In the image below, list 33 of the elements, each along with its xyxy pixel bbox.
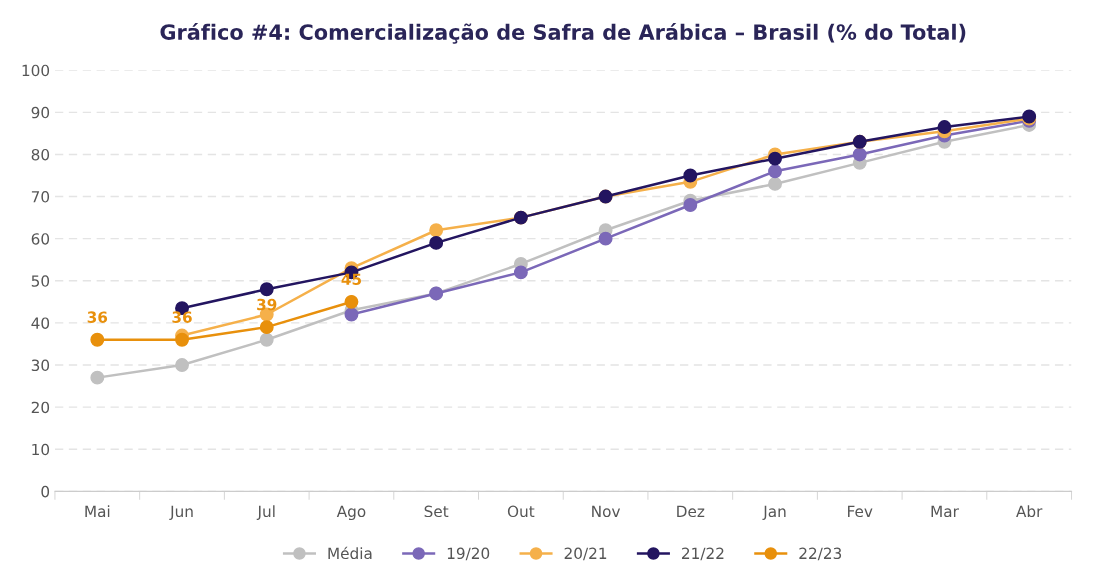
y-tick-label: 0 xyxy=(41,485,50,498)
legend-label: 19/20 xyxy=(447,547,490,561)
y-tick-label: 30 xyxy=(31,359,50,372)
x-tick-label: Jun xyxy=(169,505,193,520)
data-label: 45 xyxy=(341,273,362,286)
legend-label: 22/23 xyxy=(799,547,842,561)
x-tick-label: Dez xyxy=(677,505,705,518)
x-tick-label: Ago xyxy=(336,505,366,521)
x-tick-label: Nov xyxy=(592,505,621,518)
legend-label: 21/22 xyxy=(682,547,724,561)
x-tick-label: Jan xyxy=(762,505,786,520)
x-tick-label: Jul xyxy=(256,505,275,520)
y-tick-label: 20 xyxy=(31,401,50,414)
data-label: 36 xyxy=(87,311,108,323)
x-tick-label: Mai xyxy=(85,505,110,518)
y-tick-label: 60 xyxy=(31,233,50,245)
y-tick-label: 70 xyxy=(31,191,50,203)
legend-label: Média xyxy=(328,546,372,560)
y-tick-label: 10 xyxy=(32,443,50,456)
chart-title: Gráfico #4: Comercialização de Safra de Arábica – Brasil (% do Total) xyxy=(160,22,966,44)
legend-label: 20/21 xyxy=(564,547,607,561)
data-label: 36 xyxy=(172,311,192,323)
y-tick-label: 80 xyxy=(31,148,50,161)
y-tick-label: 90 xyxy=(31,106,50,119)
x-tick-label: Abr xyxy=(1016,505,1043,518)
x-tick-label: Fev xyxy=(848,505,873,518)
x-tick-label: Set xyxy=(424,505,449,518)
y-tick-label: 50 xyxy=(31,275,50,287)
x-tick-label: Out xyxy=(507,505,535,518)
y-tick-label: 40 xyxy=(31,317,50,329)
x-tick-label: Mar xyxy=(931,505,959,518)
y-tick-label: 100 xyxy=(22,64,50,77)
data-label: 39 xyxy=(257,298,277,311)
